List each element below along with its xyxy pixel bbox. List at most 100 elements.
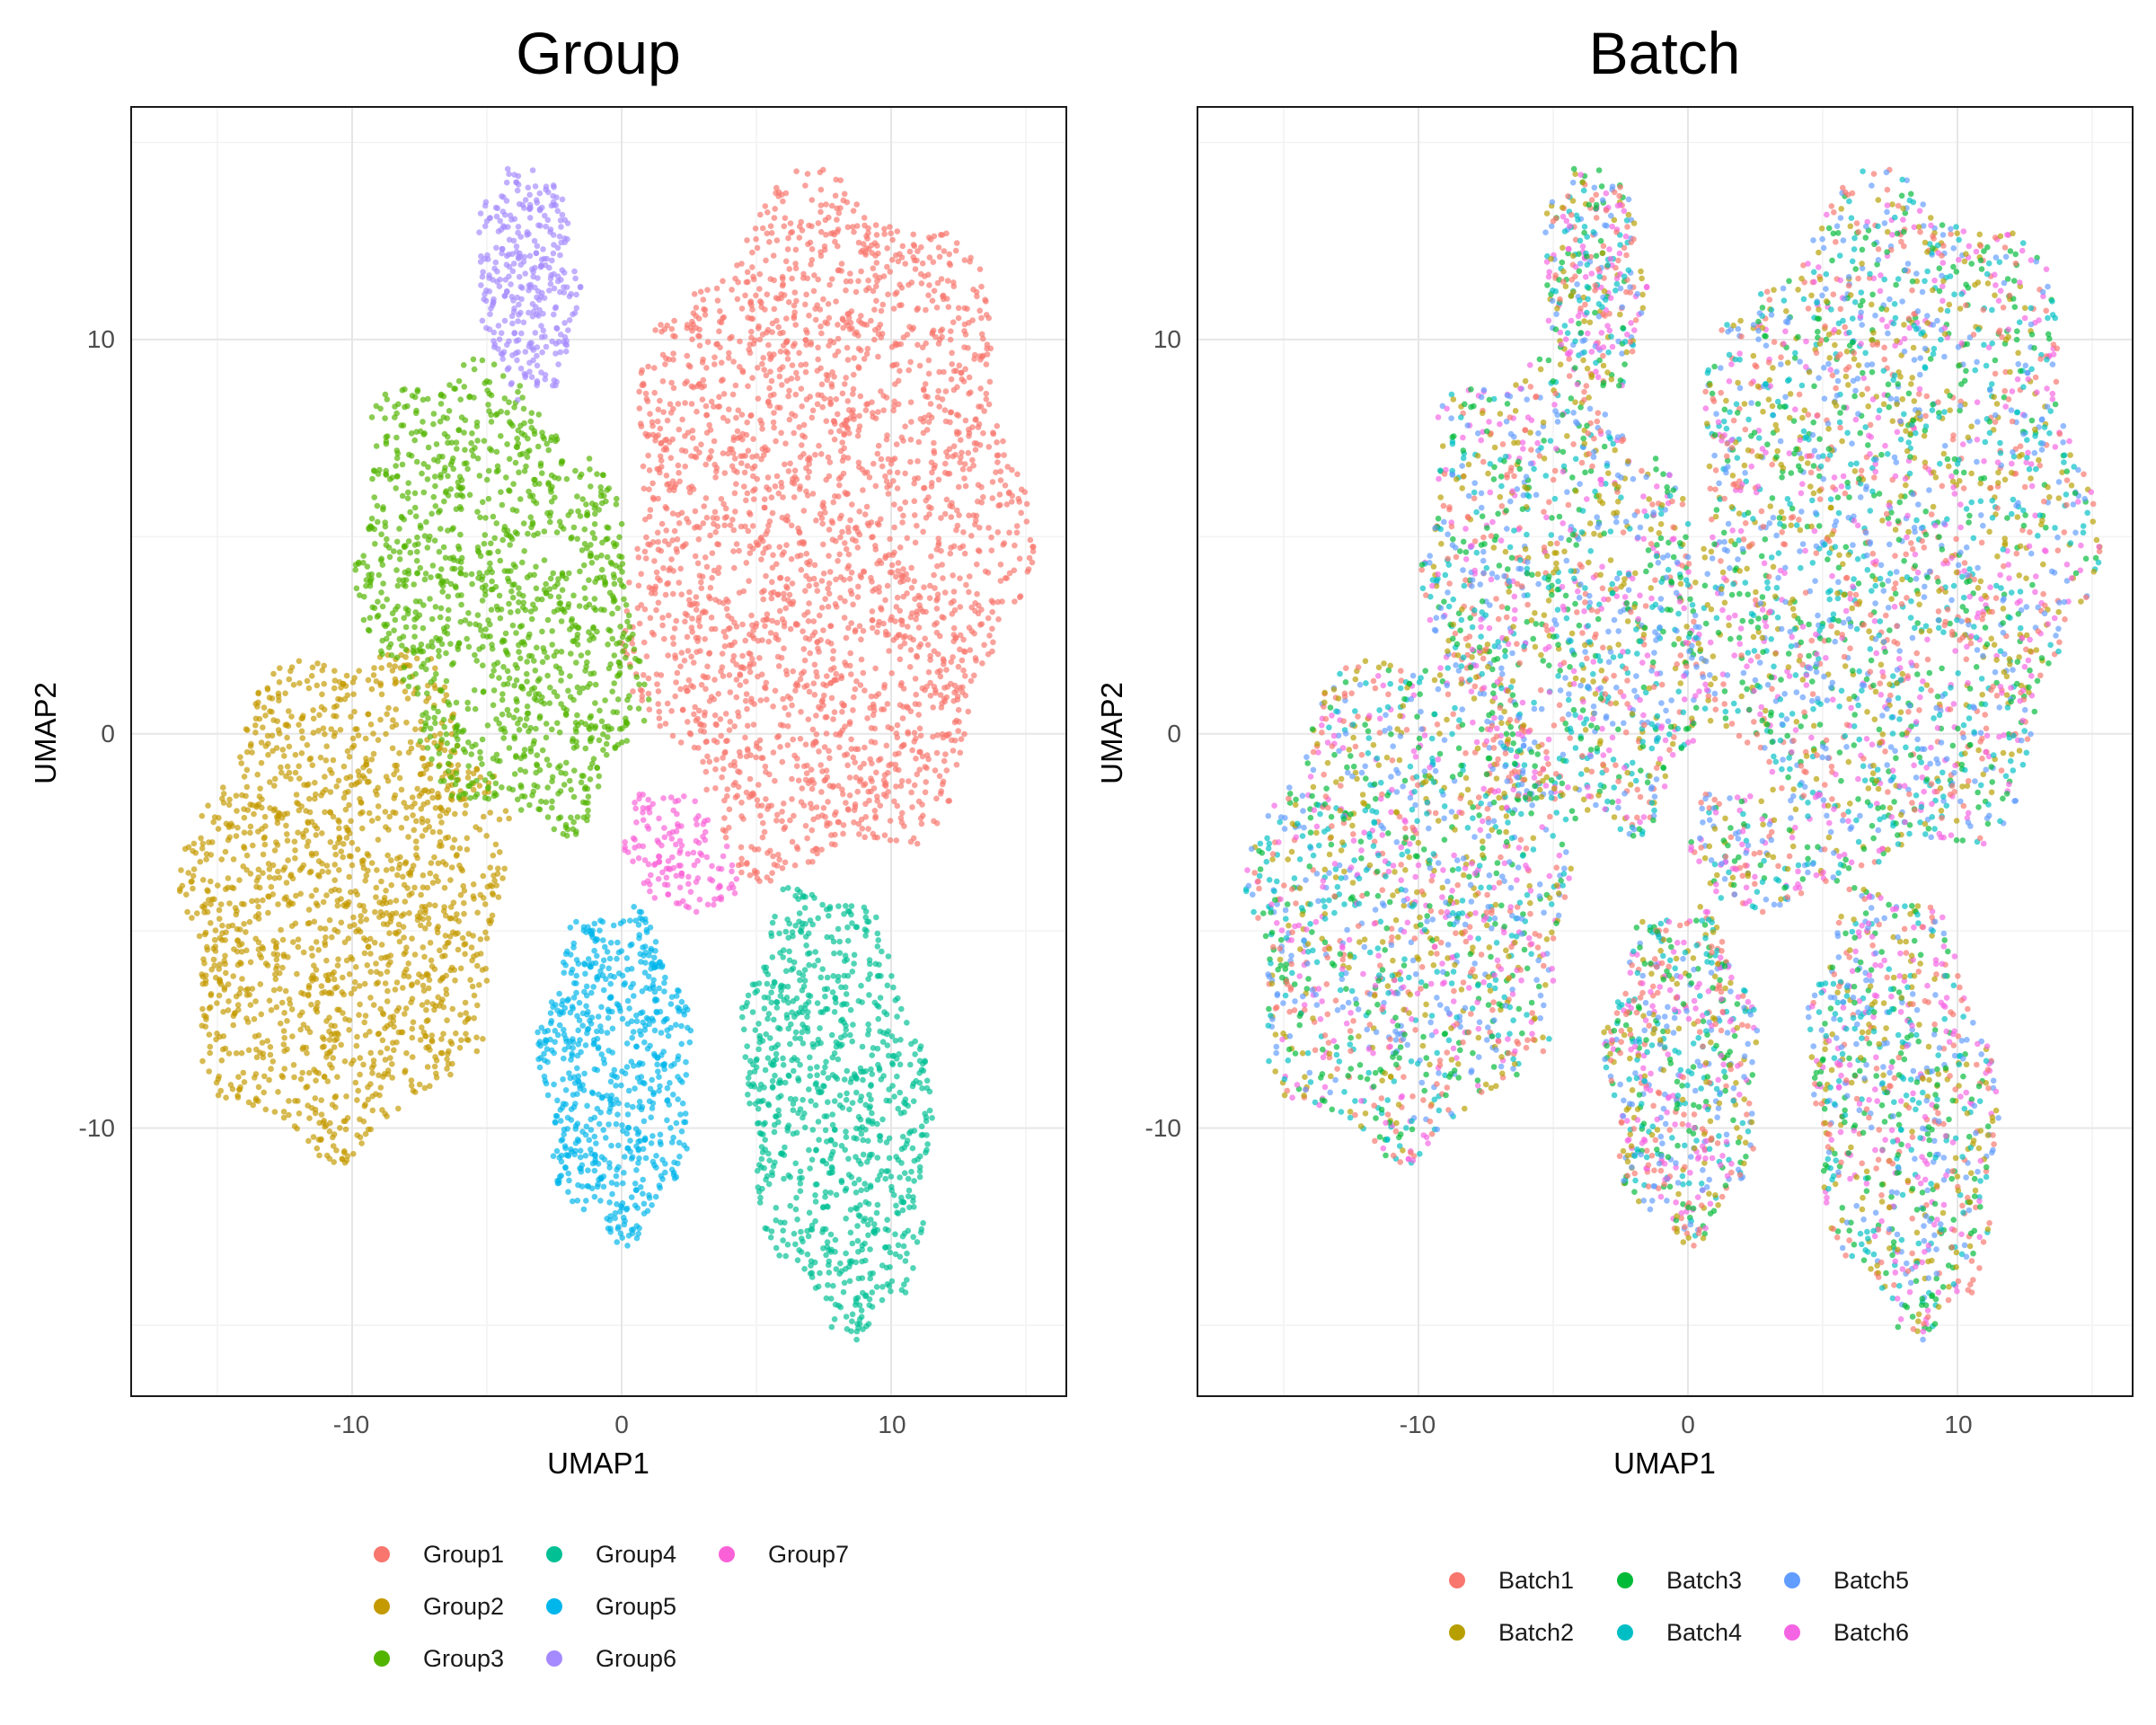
data-point [220,1009,226,1015]
data-point [739,305,746,312]
data-point [1012,598,1018,605]
data-point [817,613,823,619]
data-point [482,532,489,538]
data-point [842,659,848,666]
data-point [482,592,489,598]
data-point [835,349,842,355]
data-point [299,1010,305,1016]
data-point [652,327,658,333]
data-point [362,981,368,987]
data-point [308,869,314,875]
data-point [476,982,482,988]
data-point [745,270,751,276]
data-point [371,672,377,678]
data-point [415,691,421,697]
data-point [290,876,296,882]
data-point [873,483,879,490]
data-point [269,1007,275,1013]
data-point [275,901,281,907]
data-point [876,619,882,625]
data-point [892,381,898,387]
data-point [1022,489,1029,495]
data-point [456,795,463,801]
data-point [283,774,289,780]
data-point [272,875,278,881]
data-point [472,367,478,373]
data-point [943,419,950,425]
data-point [414,979,420,986]
data-point [335,696,341,703]
data-point [976,611,982,617]
data-point [510,595,517,601]
data-point [544,510,551,517]
data-point [417,793,423,800]
data-point [423,766,429,773]
data-point [971,356,977,362]
data-point [707,533,713,539]
data-point [742,638,748,644]
data-point [323,892,330,898]
data-point [536,411,543,418]
data-point [926,412,932,419]
data-point [908,437,915,443]
data-point [621,631,627,637]
data-point [340,854,346,861]
data-point [826,301,832,307]
data-point [452,978,458,984]
data-point [482,901,489,907]
data-point [471,881,477,888]
data-point [809,827,816,834]
data-point [1012,543,1018,549]
data-point [855,364,862,370]
data-point [936,244,942,251]
data-point [759,589,765,596]
data-point [222,953,228,960]
data-point [791,813,797,819]
data-point [739,622,746,628]
data-point [388,857,394,863]
data-point [915,712,922,718]
data-point [255,828,261,835]
data-point [947,798,953,804]
data-point [346,1027,352,1033]
data-point [949,376,955,383]
data-point [226,1050,233,1057]
data-point [437,813,444,819]
data-point [683,541,689,547]
data-point [942,511,949,518]
data-point [513,753,519,759]
data-point [609,611,615,617]
data-point [896,560,902,566]
data-point [271,808,278,814]
data-point [265,893,271,899]
data-point [923,498,929,504]
data-point [482,515,489,521]
data-point [855,433,862,439]
data-point [466,394,473,401]
data-point [763,203,769,209]
data-point [688,453,694,459]
data-point [825,321,831,327]
data-point [788,626,794,632]
data-point [978,403,985,410]
data-point [898,617,905,624]
data-point [214,1000,220,1006]
data-point [422,827,429,833]
data-point [426,916,432,922]
data-point [727,727,733,733]
data-point [305,782,312,788]
data-point [744,432,750,438]
data-point [382,415,388,421]
data-point [720,673,727,679]
data-point [306,1115,313,1121]
data-point [923,381,929,387]
data-point [827,459,834,465]
data-point [282,690,288,696]
data-point [210,946,216,952]
data-point [780,616,786,623]
data-point [662,361,668,367]
data-point [418,892,424,898]
data-point [253,1071,260,1077]
data-point [469,944,475,951]
data-point [755,782,762,788]
